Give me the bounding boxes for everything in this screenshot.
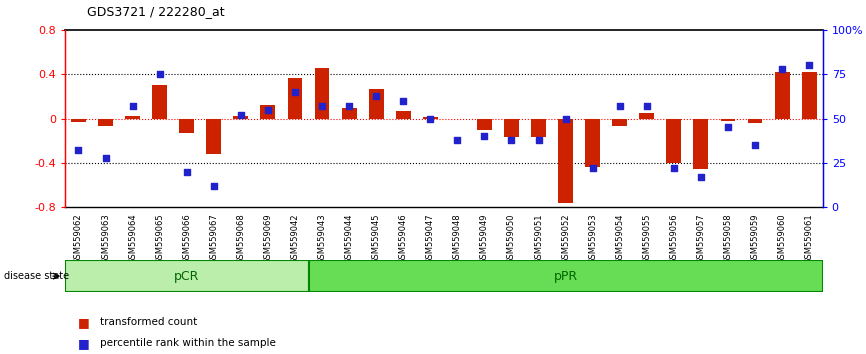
Point: [477, 133, 491, 139]
Point: [288, 89, 302, 95]
Bar: [234, 116, 249, 119]
Bar: [65, 260, 308, 292]
Bar: [775, 72, 790, 119]
Point: [72, 148, 86, 153]
Point: [397, 98, 410, 104]
Point: [640, 103, 654, 109]
Point: [207, 183, 221, 189]
Bar: [152, 85, 167, 119]
Point: [532, 137, 546, 143]
Bar: [667, 119, 682, 163]
Bar: [342, 108, 357, 119]
Point: [450, 137, 464, 143]
Bar: [179, 119, 194, 133]
Text: disease state: disease state: [4, 271, 69, 281]
Point: [261, 107, 275, 113]
Bar: [308, 260, 823, 292]
Bar: [802, 72, 817, 119]
Bar: [612, 119, 627, 126]
Text: ■: ■: [78, 337, 90, 350]
Text: percentile rank within the sample: percentile rank within the sample: [100, 338, 275, 348]
Point: [152, 72, 166, 77]
Bar: [531, 119, 546, 137]
Bar: [261, 105, 275, 119]
Point: [342, 103, 356, 109]
Point: [667, 165, 681, 171]
Bar: [721, 119, 735, 121]
Text: pPR: pPR: [553, 270, 578, 282]
Bar: [71, 119, 86, 122]
Point: [613, 103, 627, 109]
Point: [694, 174, 708, 180]
Text: transformed count: transformed count: [100, 317, 197, 327]
Bar: [747, 119, 762, 123]
Point: [369, 93, 383, 98]
Point: [559, 116, 572, 121]
Text: pCR: pCR: [174, 270, 199, 282]
Text: ■: ■: [78, 316, 90, 329]
Bar: [98, 119, 113, 126]
Bar: [423, 118, 437, 119]
Point: [775, 66, 789, 72]
Bar: [126, 116, 140, 119]
Bar: [559, 119, 573, 202]
Bar: [314, 68, 329, 119]
Point: [99, 155, 113, 160]
Bar: [477, 119, 492, 130]
Bar: [585, 119, 600, 167]
Point: [748, 142, 762, 148]
Point: [721, 125, 735, 130]
Bar: [694, 119, 708, 170]
Point: [802, 63, 816, 68]
Bar: [396, 111, 410, 119]
Bar: [369, 89, 384, 119]
Point: [585, 165, 599, 171]
Point: [234, 112, 248, 118]
Point: [423, 116, 437, 121]
Bar: [504, 119, 519, 137]
Point: [180, 169, 194, 175]
Bar: [206, 119, 221, 154]
Point: [315, 103, 329, 109]
Point: [126, 103, 139, 109]
Text: GDS3721 / 222280_at: GDS3721 / 222280_at: [87, 5, 224, 18]
Point: [505, 137, 519, 143]
Bar: [288, 78, 302, 119]
Bar: [639, 113, 654, 119]
